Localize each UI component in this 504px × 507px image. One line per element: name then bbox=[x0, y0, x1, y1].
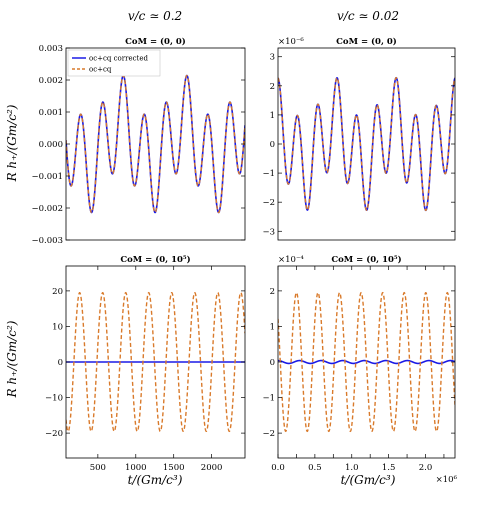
ylabel-top: R h₊/(Gm/c²) bbox=[5, 104, 19, 182]
ytick-label: 0 bbox=[270, 358, 275, 368]
ytick-label: −2 bbox=[262, 429, 275, 439]
y-exponent: ×10⁻⁶ bbox=[278, 37, 304, 47]
panel-bottom-left: −20 −10 0 10 20 500 1000 1500 2000 CoM = (0, 10⁵) bbox=[45, 254, 246, 473]
ytick-label: 0 bbox=[58, 358, 63, 368]
xtick-label: 1500 bbox=[163, 463, 185, 473]
ytick-label: −3 bbox=[262, 227, 275, 237]
series-line-corrected bbox=[66, 74, 245, 214]
xlabel-left: t/(Gm/c³) bbox=[128, 473, 183, 487]
xtick-label: 1000 bbox=[125, 463, 147, 473]
ytick-label: −10 bbox=[45, 394, 63, 404]
ylabel-bottom: R h₊/(Gm/c²) bbox=[5, 320, 19, 398]
panel-title: CoM = (0, 10⁵) bbox=[331, 254, 401, 265]
ytick-label: −0.003 bbox=[32, 236, 63, 246]
ytick-label: −1 bbox=[262, 169, 275, 179]
series-line-uncorrected bbox=[66, 74, 245, 214]
ytick-label: 3 bbox=[270, 53, 275, 63]
column-title-left: v/c ≃ 0.2 bbox=[128, 9, 182, 23]
x-exponent: ×10⁶ bbox=[436, 475, 458, 485]
xtick-label: 0.0 bbox=[271, 463, 285, 473]
ytick-label: 1 bbox=[270, 322, 275, 332]
series-line-uncorrected bbox=[66, 291, 245, 433]
y-exponent: ×10⁻⁴ bbox=[278, 255, 304, 265]
legend: oc+cq corrected oc+cq bbox=[67, 49, 161, 77]
xtick-label: 500 bbox=[90, 463, 106, 473]
xtick-label: 1.5 bbox=[382, 463, 396, 473]
xtick-label: 2000 bbox=[201, 463, 223, 473]
ytick-label: 2 bbox=[270, 82, 275, 92]
ytick-label: −0.002 bbox=[32, 204, 63, 214]
ytick-label: 0.003 bbox=[39, 44, 63, 54]
panel-title: CoM = (0, 0) bbox=[336, 36, 397, 47]
panel-top-left: −0.003 −0.002 −0.001 0.000 0.001 0.002 0.003 Co… bbox=[32, 36, 246, 246]
xlabel-right: t/(Gm/c³) bbox=[341, 473, 396, 487]
legend-label: oc+cq corrected bbox=[89, 55, 148, 63]
ytick-label: −1 bbox=[262, 394, 275, 404]
xtick-label: 0.5 bbox=[308, 463, 322, 473]
ytick-label: −20 bbox=[45, 429, 63, 439]
plot-frame bbox=[277, 47, 456, 241]
legend-box bbox=[67, 49, 161, 77]
legend-label: oc+cq bbox=[89, 66, 112, 74]
panel-title: CoM = (0, 10⁵) bbox=[120, 254, 190, 265]
column-title-right: v/c ≃ 0.02 bbox=[337, 9, 399, 23]
xtick-label: 2.0 bbox=[419, 463, 433, 473]
series-line-uncorrected bbox=[278, 291, 455, 433]
panel-title: CoM = (0, 0) bbox=[125, 36, 186, 47]
ytick-label: 2 bbox=[270, 287, 275, 297]
ytick-label: 0.001 bbox=[39, 108, 63, 118]
ytick-label: 1 bbox=[270, 111, 275, 121]
panel-top-right: −3 −2 −1 0 1 2 3 CoM = (0, 0) ×10⁻⁶ bbox=[262, 36, 456, 241]
ytick-label: 0 bbox=[270, 140, 275, 150]
ytick-label: 20 bbox=[52, 287, 63, 297]
panel-bottom-right: −2 −1 0 1 2 0.0 0.5 1.0 1.5 2.0 CoM = (0, 10⁵) ×10⁻… bbox=[262, 254, 457, 485]
ytick-label: −0.001 bbox=[32, 172, 63, 182]
ytick-label: 10 bbox=[52, 322, 63, 332]
series-line-uncorrected bbox=[278, 76, 455, 212]
ytick-label: 0.000 bbox=[39, 140, 63, 150]
ytick-label: −2 bbox=[262, 198, 275, 208]
xtick-label: 1.0 bbox=[345, 463, 359, 473]
ytick-label: 0.002 bbox=[39, 76, 63, 86]
